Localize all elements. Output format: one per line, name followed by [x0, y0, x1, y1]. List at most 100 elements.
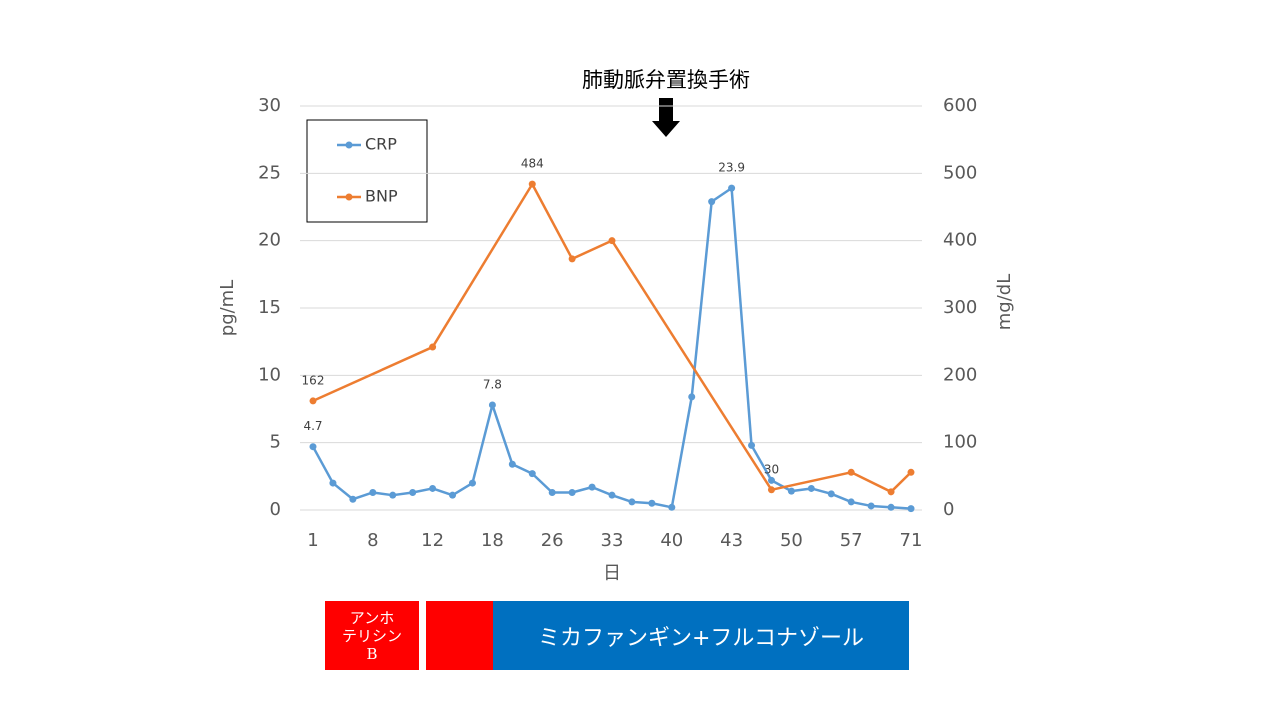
point [608, 237, 616, 245]
x-tick-label: 43 [720, 530, 743, 551]
point [309, 443, 317, 451]
treatment-label: B [366, 644, 378, 663]
series-line [471, 404, 494, 484]
point [827, 490, 835, 498]
x-tick-label: 33 [601, 530, 624, 551]
data-label: 30 [764, 462, 779, 476]
point [568, 488, 576, 496]
treatment-label: ミカファンギン+フルコナゾール [538, 625, 864, 651]
treatment-label: アンホ [349, 608, 395, 627]
point [688, 393, 696, 401]
point [449, 491, 457, 499]
series-line [311, 446, 335, 484]
point [429, 343, 437, 351]
point [887, 488, 895, 496]
treatment-0: アンホ テリシン B [325, 601, 419, 670]
point [867, 502, 875, 510]
point [907, 505, 915, 513]
x-tick-label: 57 [840, 530, 863, 551]
point [807, 484, 815, 492]
legend-marker [345, 193, 353, 201]
x-tick-label: 1 [307, 530, 318, 551]
point [767, 486, 775, 494]
treatment-label: テリシン [341, 626, 402, 645]
series-line [332, 482, 354, 501]
point [847, 498, 855, 506]
point [429, 484, 437, 492]
series-line [431, 183, 534, 348]
treatment-1 [426, 601, 493, 670]
point [369, 488, 377, 496]
point [668, 503, 676, 511]
series-line [531, 183, 574, 260]
series-line [312, 345, 434, 403]
y2-tick-label: 100 [943, 432, 977, 453]
series-line [571, 239, 613, 260]
point [528, 470, 536, 478]
point [488, 401, 496, 409]
annotation-arrow [652, 98, 680, 137]
x-tick-label: 50 [780, 530, 803, 551]
series-line [771, 471, 852, 492]
x-tick-label: 71 [900, 530, 923, 551]
y2-tick-label: 200 [943, 364, 977, 385]
series-line [432, 487, 453, 497]
point [907, 468, 915, 476]
series-line [352, 491, 374, 501]
point [508, 460, 516, 468]
data-label: 162 [302, 373, 325, 387]
point [708, 198, 716, 206]
series-line [591, 485, 613, 497]
point [468, 479, 476, 487]
series-line [690, 201, 713, 398]
data-label: 4.7 [303, 419, 322, 433]
x-tick-label: 8 [367, 530, 378, 551]
series-line [890, 471, 912, 493]
y2-axis-label: mg/dL [994, 274, 1015, 330]
point [349, 495, 357, 503]
data-label: 7.8 [483, 377, 502, 391]
point [528, 180, 536, 188]
point [608, 491, 616, 499]
y-tick-label: 15 [258, 297, 281, 318]
legend-label: CRP [365, 135, 397, 154]
series-line [610, 239, 773, 491]
series-line [531, 472, 554, 494]
point [887, 503, 895, 511]
y2-tick-label: 300 [943, 297, 977, 318]
y-tick-label: 0 [270, 499, 281, 520]
point [847, 468, 855, 476]
point [409, 488, 417, 496]
y-axis-label: pg/mL [217, 280, 238, 336]
y2-tick-label: 400 [943, 230, 977, 251]
x-tick-label: 12 [421, 530, 444, 551]
series-line [730, 188, 753, 446]
series-line [770, 479, 792, 493]
series-line [850, 471, 892, 493]
x-tick-label: 26 [541, 530, 564, 551]
point [648, 499, 656, 507]
series-line [670, 396, 693, 508]
legend-box [306, 119, 428, 223]
data-label: 23.9 [718, 161, 745, 175]
point [568, 255, 576, 263]
point [389, 491, 397, 499]
series-line [451, 481, 474, 497]
legend-label: BNP [365, 187, 398, 206]
point [548, 488, 556, 496]
series-line [710, 187, 733, 203]
x-tick-label: 18 [481, 530, 504, 551]
point [748, 441, 756, 449]
x-axis-label: 日 [603, 563, 621, 584]
data-label: 484 [521, 157, 544, 171]
series-line [830, 492, 852, 504]
y-tick-label: 30 [258, 95, 281, 116]
point [787, 487, 795, 495]
y2-tick-label: 0 [943, 499, 954, 520]
point [728, 184, 736, 192]
series-line [750, 444, 773, 481]
series-line [491, 404, 514, 465]
y2-tick-label: 500 [943, 162, 977, 183]
y2-tick-label: 600 [943, 95, 977, 116]
y-tick-label: 25 [258, 162, 281, 183]
